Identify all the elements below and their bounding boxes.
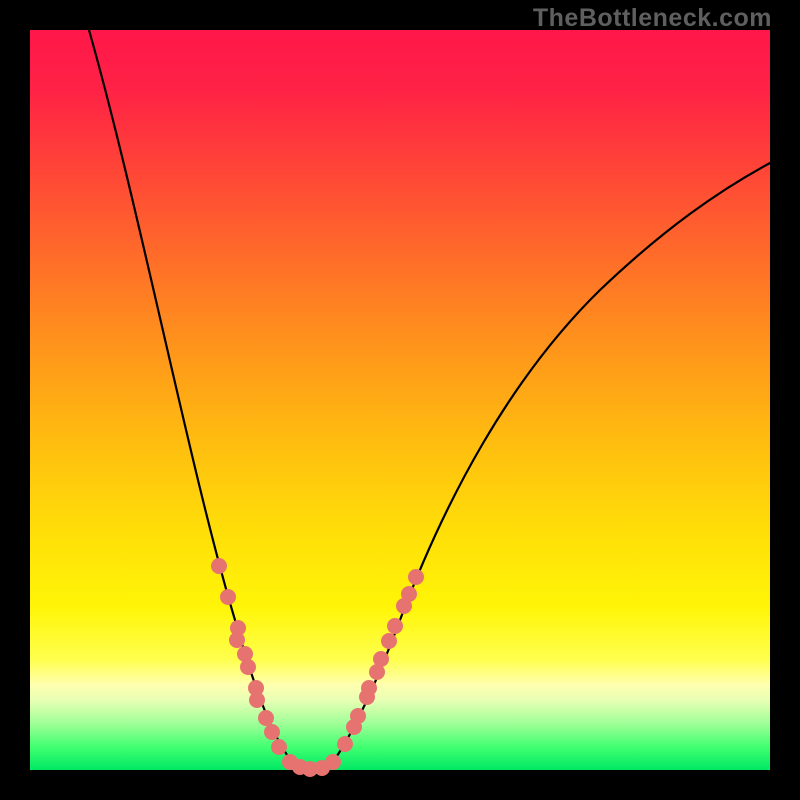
data-dot bbox=[240, 659, 256, 675]
data-dot bbox=[258, 710, 274, 726]
data-dot bbox=[408, 569, 424, 585]
data-dot bbox=[373, 651, 389, 667]
data-dot bbox=[325, 754, 341, 770]
data-dot bbox=[337, 736, 353, 752]
data-dot bbox=[211, 558, 227, 574]
chart-svg bbox=[0, 0, 800, 800]
data-dot bbox=[381, 633, 397, 649]
data-dot bbox=[350, 708, 366, 724]
data-dot bbox=[401, 586, 417, 602]
plot-gradient-area bbox=[30, 30, 770, 770]
watermark-text: TheBottleneck.com bbox=[533, 4, 772, 33]
data-dot bbox=[220, 589, 236, 605]
data-dot bbox=[361, 680, 377, 696]
data-dot bbox=[387, 618, 403, 634]
chart-frame: TheBottleneck.com bbox=[0, 0, 800, 800]
data-dot bbox=[249, 692, 265, 708]
data-dot bbox=[264, 724, 280, 740]
data-dot bbox=[271, 739, 287, 755]
data-dot bbox=[229, 632, 245, 648]
